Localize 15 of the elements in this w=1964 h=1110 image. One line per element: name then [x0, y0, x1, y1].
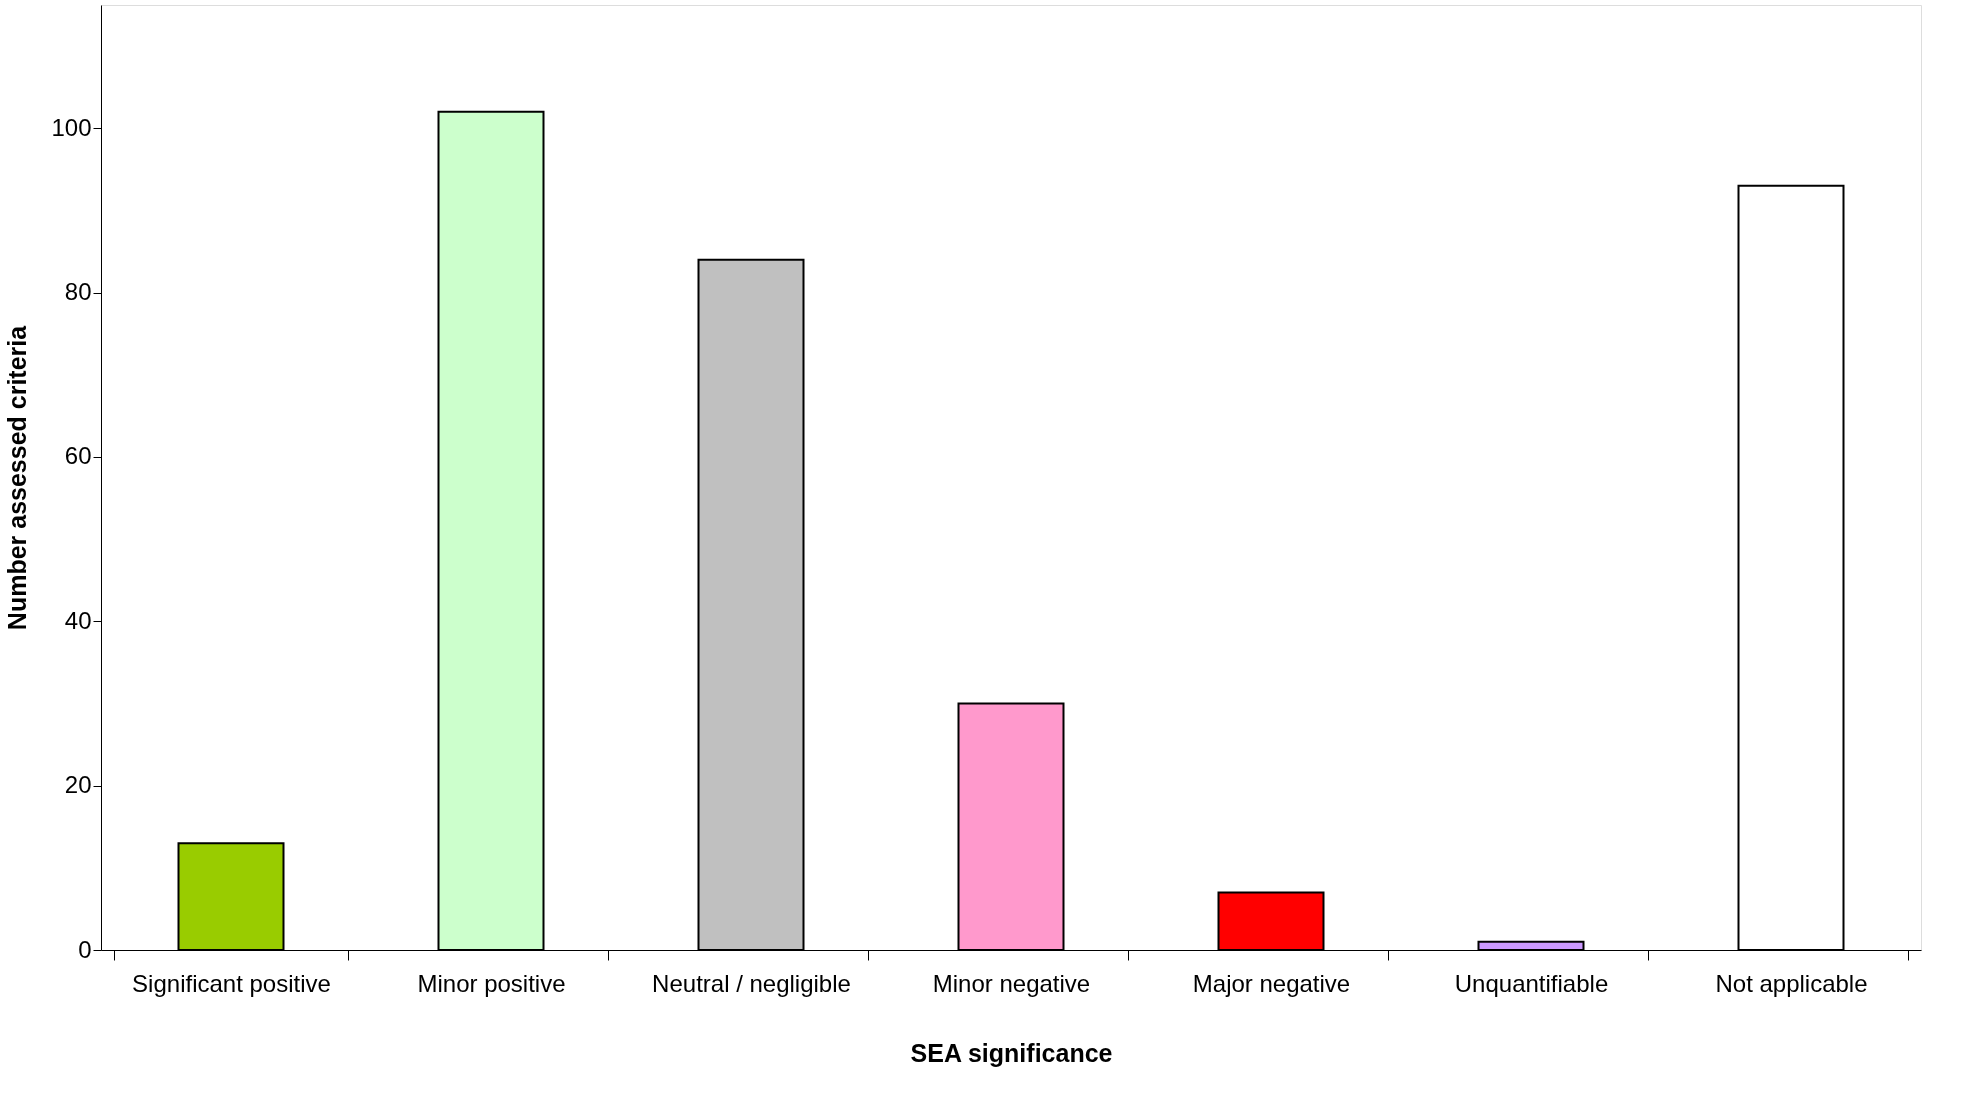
y-tick-label: 40 [64, 606, 92, 634]
x-tick-label: Neutral / negligible [652, 969, 851, 997]
y-tick-label: 100 [51, 113, 92, 141]
x-tick-label: Minor negative [932, 969, 1091, 997]
x-axis-title: SEA significance [910, 1038, 1113, 1067]
x-tick-label: Major negative [1192, 969, 1351, 997]
x-tick-label: Significant positive [132, 969, 331, 997]
y-tick-label: 20 [64, 771, 92, 799]
x-tick-label: Unquantifiable [1454, 969, 1609, 997]
x-tick-label: Not applicable [1715, 969, 1868, 997]
y-axis-title: Number assessed criteria [3, 324, 32, 631]
y-tick-label: 0 [78, 935, 92, 963]
y-tick-label: 60 [64, 442, 92, 470]
y-tick-label: 80 [64, 278, 92, 306]
x-tick-label: Minor positive [417, 969, 566, 997]
